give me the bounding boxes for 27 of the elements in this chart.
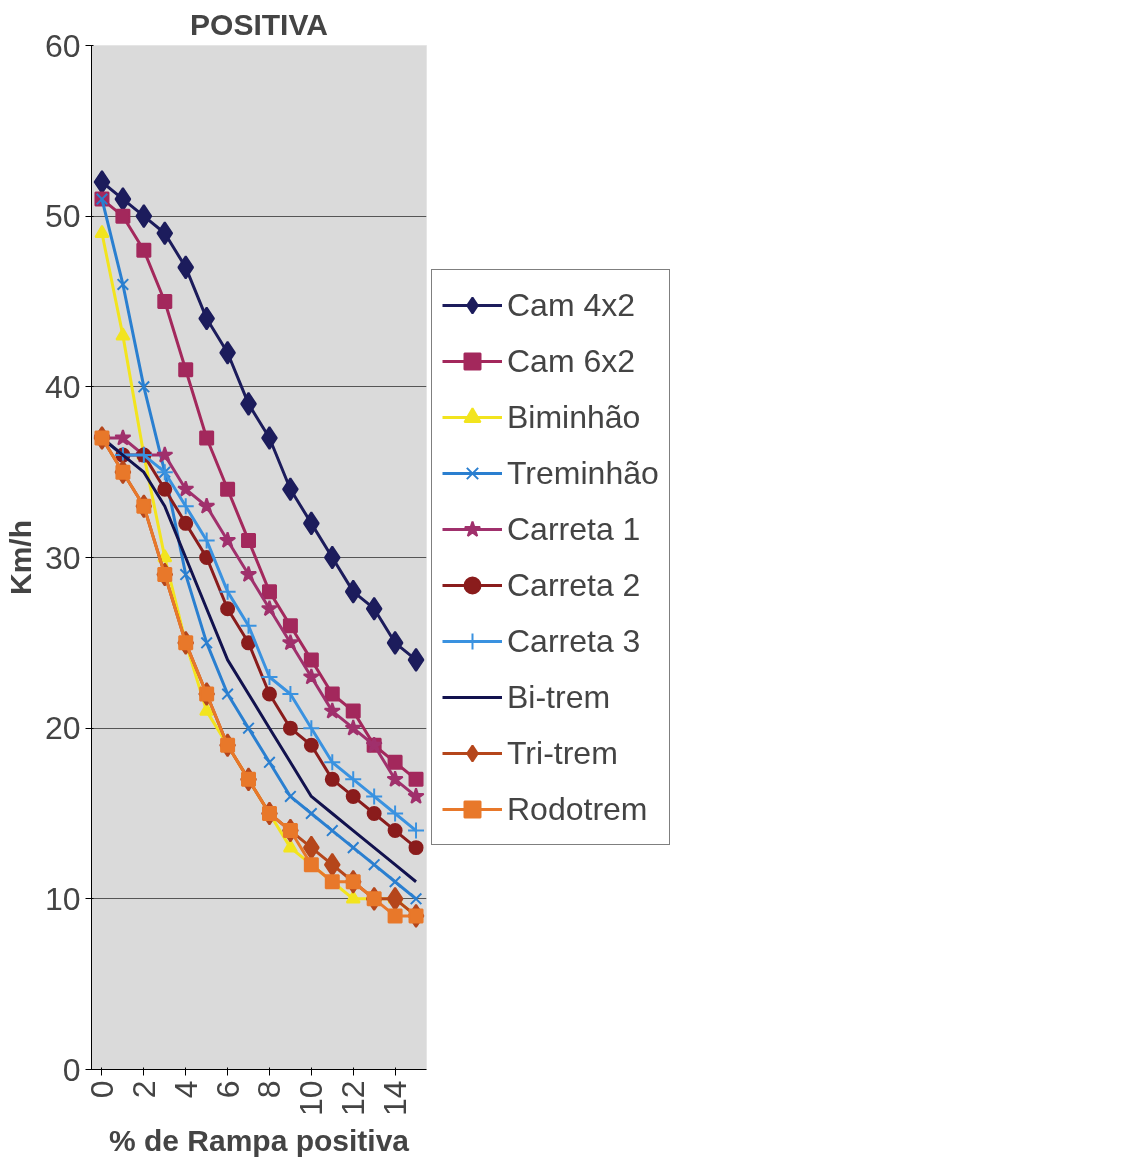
y-axis-title: Km/h xyxy=(3,520,37,595)
x-tick-label: 6 xyxy=(209,1080,246,1099)
legend-label: Carreta 1 xyxy=(507,509,641,549)
legend-label: Cam 6x2 xyxy=(507,341,636,381)
x-axis-title: % de Rampa positiva xyxy=(108,1124,410,1158)
legend-label: Carreta 3 xyxy=(507,621,641,661)
legend-label: Carreta 2 xyxy=(507,565,641,605)
legend-label: Bi-trem xyxy=(507,677,611,717)
x-tick-label: 10 xyxy=(293,1080,330,1117)
x-tick-label: 14 xyxy=(377,1080,414,1117)
x-tick-label: 2 xyxy=(125,1080,162,1099)
y-tick-label: 50 xyxy=(44,198,81,235)
y-tick-label: 10 xyxy=(44,880,81,917)
y-tick-label: 40 xyxy=(44,368,81,405)
x-tick-label: 0 xyxy=(83,1080,120,1099)
chart-title: POSITIVA xyxy=(190,7,328,41)
x-tick-label: 4 xyxy=(167,1080,204,1099)
x-tick-label: 12 xyxy=(335,1080,372,1117)
y-tick-label: 30 xyxy=(44,539,81,576)
legend-label: Cam 4x2 xyxy=(507,285,636,325)
y-tick-label: 20 xyxy=(44,710,81,747)
legend-label: Rodotrem xyxy=(507,789,648,829)
y-tick-label: 60 xyxy=(44,27,81,64)
legend-label: Tri-trem xyxy=(507,733,618,773)
legend-label: Biminhão xyxy=(507,397,641,437)
legend-label: Treminhão xyxy=(507,453,659,493)
x-tick-label: 8 xyxy=(251,1080,288,1099)
